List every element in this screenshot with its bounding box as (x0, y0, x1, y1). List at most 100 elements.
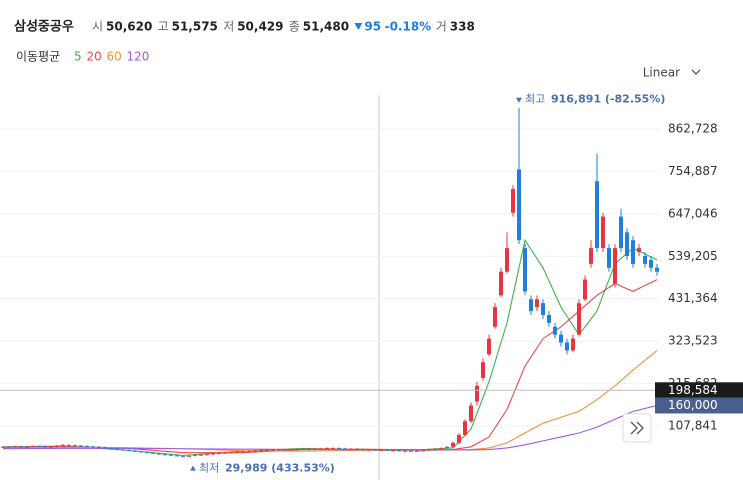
candle-body (115, 448, 119, 450)
candle-body (265, 449, 269, 451)
candle-body (37, 446, 41, 448)
candle-body (385, 449, 389, 451)
candle-body (469, 405, 473, 422)
candle-body (301, 448, 305, 450)
max-marker (516, 97, 522, 103)
candle-body (97, 446, 101, 448)
candle-body (79, 445, 83, 447)
candle-body (643, 255, 647, 264)
candle-body (649, 259, 653, 268)
candle-body (511, 189, 515, 213)
candle-body (493, 307, 497, 327)
scale-mode[interactable]: Linear (643, 66, 680, 80)
candle-body (163, 454, 167, 456)
candle-body (247, 451, 251, 453)
candle-body (325, 447, 329, 449)
candle-body (283, 449, 287, 451)
candle-body (193, 455, 197, 457)
quote-label: 시 (92, 20, 103, 34)
min-marker (190, 465, 196, 471)
candle-body (553, 326, 557, 335)
candle-body (175, 455, 179, 457)
quote-label: 저 (223, 20, 234, 34)
y-tick-label: 647,046 (668, 206, 718, 220)
candle-body (67, 444, 71, 446)
y-tick-label: 431,364 (668, 291, 718, 305)
candle-body (121, 449, 125, 451)
candle-body (523, 248, 527, 292)
candle-body (13, 446, 17, 448)
candle-body (211, 453, 215, 455)
candle-body (151, 452, 155, 454)
dropdown-arrow[interactable] (691, 69, 701, 75)
candle-body (445, 446, 449, 448)
candle-body (91, 446, 95, 448)
nav-button[interactable] (622, 413, 652, 443)
candle-body (85, 446, 89, 448)
candle-body (217, 453, 221, 455)
candle-body (313, 448, 317, 450)
quote: 시 50,620 고 51,575 저 50,429 종 51,480 95 -0.18% 거 338 (92, 20, 475, 34)
candle-body (607, 248, 611, 268)
y-tick-label: 539,205 (668, 249, 718, 263)
volume: 338 (450, 20, 475, 34)
max-label: 최고 (525, 93, 545, 106)
candle-body (451, 442, 455, 447)
y-tick-label: 862,728 (668, 121, 718, 135)
candle-body (343, 448, 347, 450)
candle-body (505, 248, 509, 272)
quote-label: 종 (289, 20, 300, 34)
legend-entry: 120 (127, 50, 150, 64)
ma-line (2, 279, 658, 454)
candle-body (655, 267, 659, 272)
candle-body (361, 449, 365, 451)
max-value-label: 916,891 (-82.55%) (551, 93, 665, 106)
candle-body (31, 446, 35, 448)
candle-body (481, 362, 485, 378)
candle-body (61, 444, 65, 446)
candle-body (571, 338, 575, 351)
candle-body (541, 303, 545, 315)
candle-body (49, 446, 53, 448)
price-tag-label: 198,584 (668, 383, 718, 397)
legend: 5 20 60 120 (74, 50, 149, 64)
candle-body (409, 450, 413, 452)
min-label: 최저 (199, 462, 219, 475)
candle-body (583, 279, 587, 300)
candle-body (595, 181, 599, 249)
legend-entry: 20 (87, 50, 102, 64)
candle-body (589, 248, 593, 264)
candle-body (355, 448, 359, 450)
candle-body (199, 454, 203, 456)
candle-body (565, 342, 569, 351)
candle-body (73, 445, 77, 447)
ma-label: 이동평균 (16, 50, 60, 64)
candle-body (421, 450, 425, 452)
candle-body (109, 447, 113, 449)
candle-body (367, 449, 371, 451)
candle-body (379, 449, 383, 451)
candle-body (253, 450, 257, 452)
candle-body (397, 450, 401, 452)
candle-body (517, 169, 521, 241)
candle-body (337, 447, 341, 449)
candle-body (127, 449, 131, 451)
candle-body (457, 434, 461, 443)
candle-body (463, 421, 467, 435)
candle-body (433, 448, 437, 450)
down-arrow (354, 23, 363, 30)
price-tag (655, 382, 743, 399)
candle-body (577, 303, 581, 335)
quote-value: 51,575 (172, 20, 218, 34)
candle-body (475, 385, 479, 402)
candle-body (439, 447, 443, 449)
plot: 107,841215,682323,523431,364539,205647,0… (0, 93, 743, 475)
candle-body (43, 446, 47, 448)
candle-body (1, 446, 5, 448)
nav-icon[interactable] (630, 421, 644, 435)
candle-body (187, 455, 191, 457)
y-tick-label: 107,841 (668, 419, 718, 433)
quote-value: 51,480 (303, 20, 349, 34)
candle-body (103, 447, 107, 449)
candle-body (133, 450, 137, 452)
